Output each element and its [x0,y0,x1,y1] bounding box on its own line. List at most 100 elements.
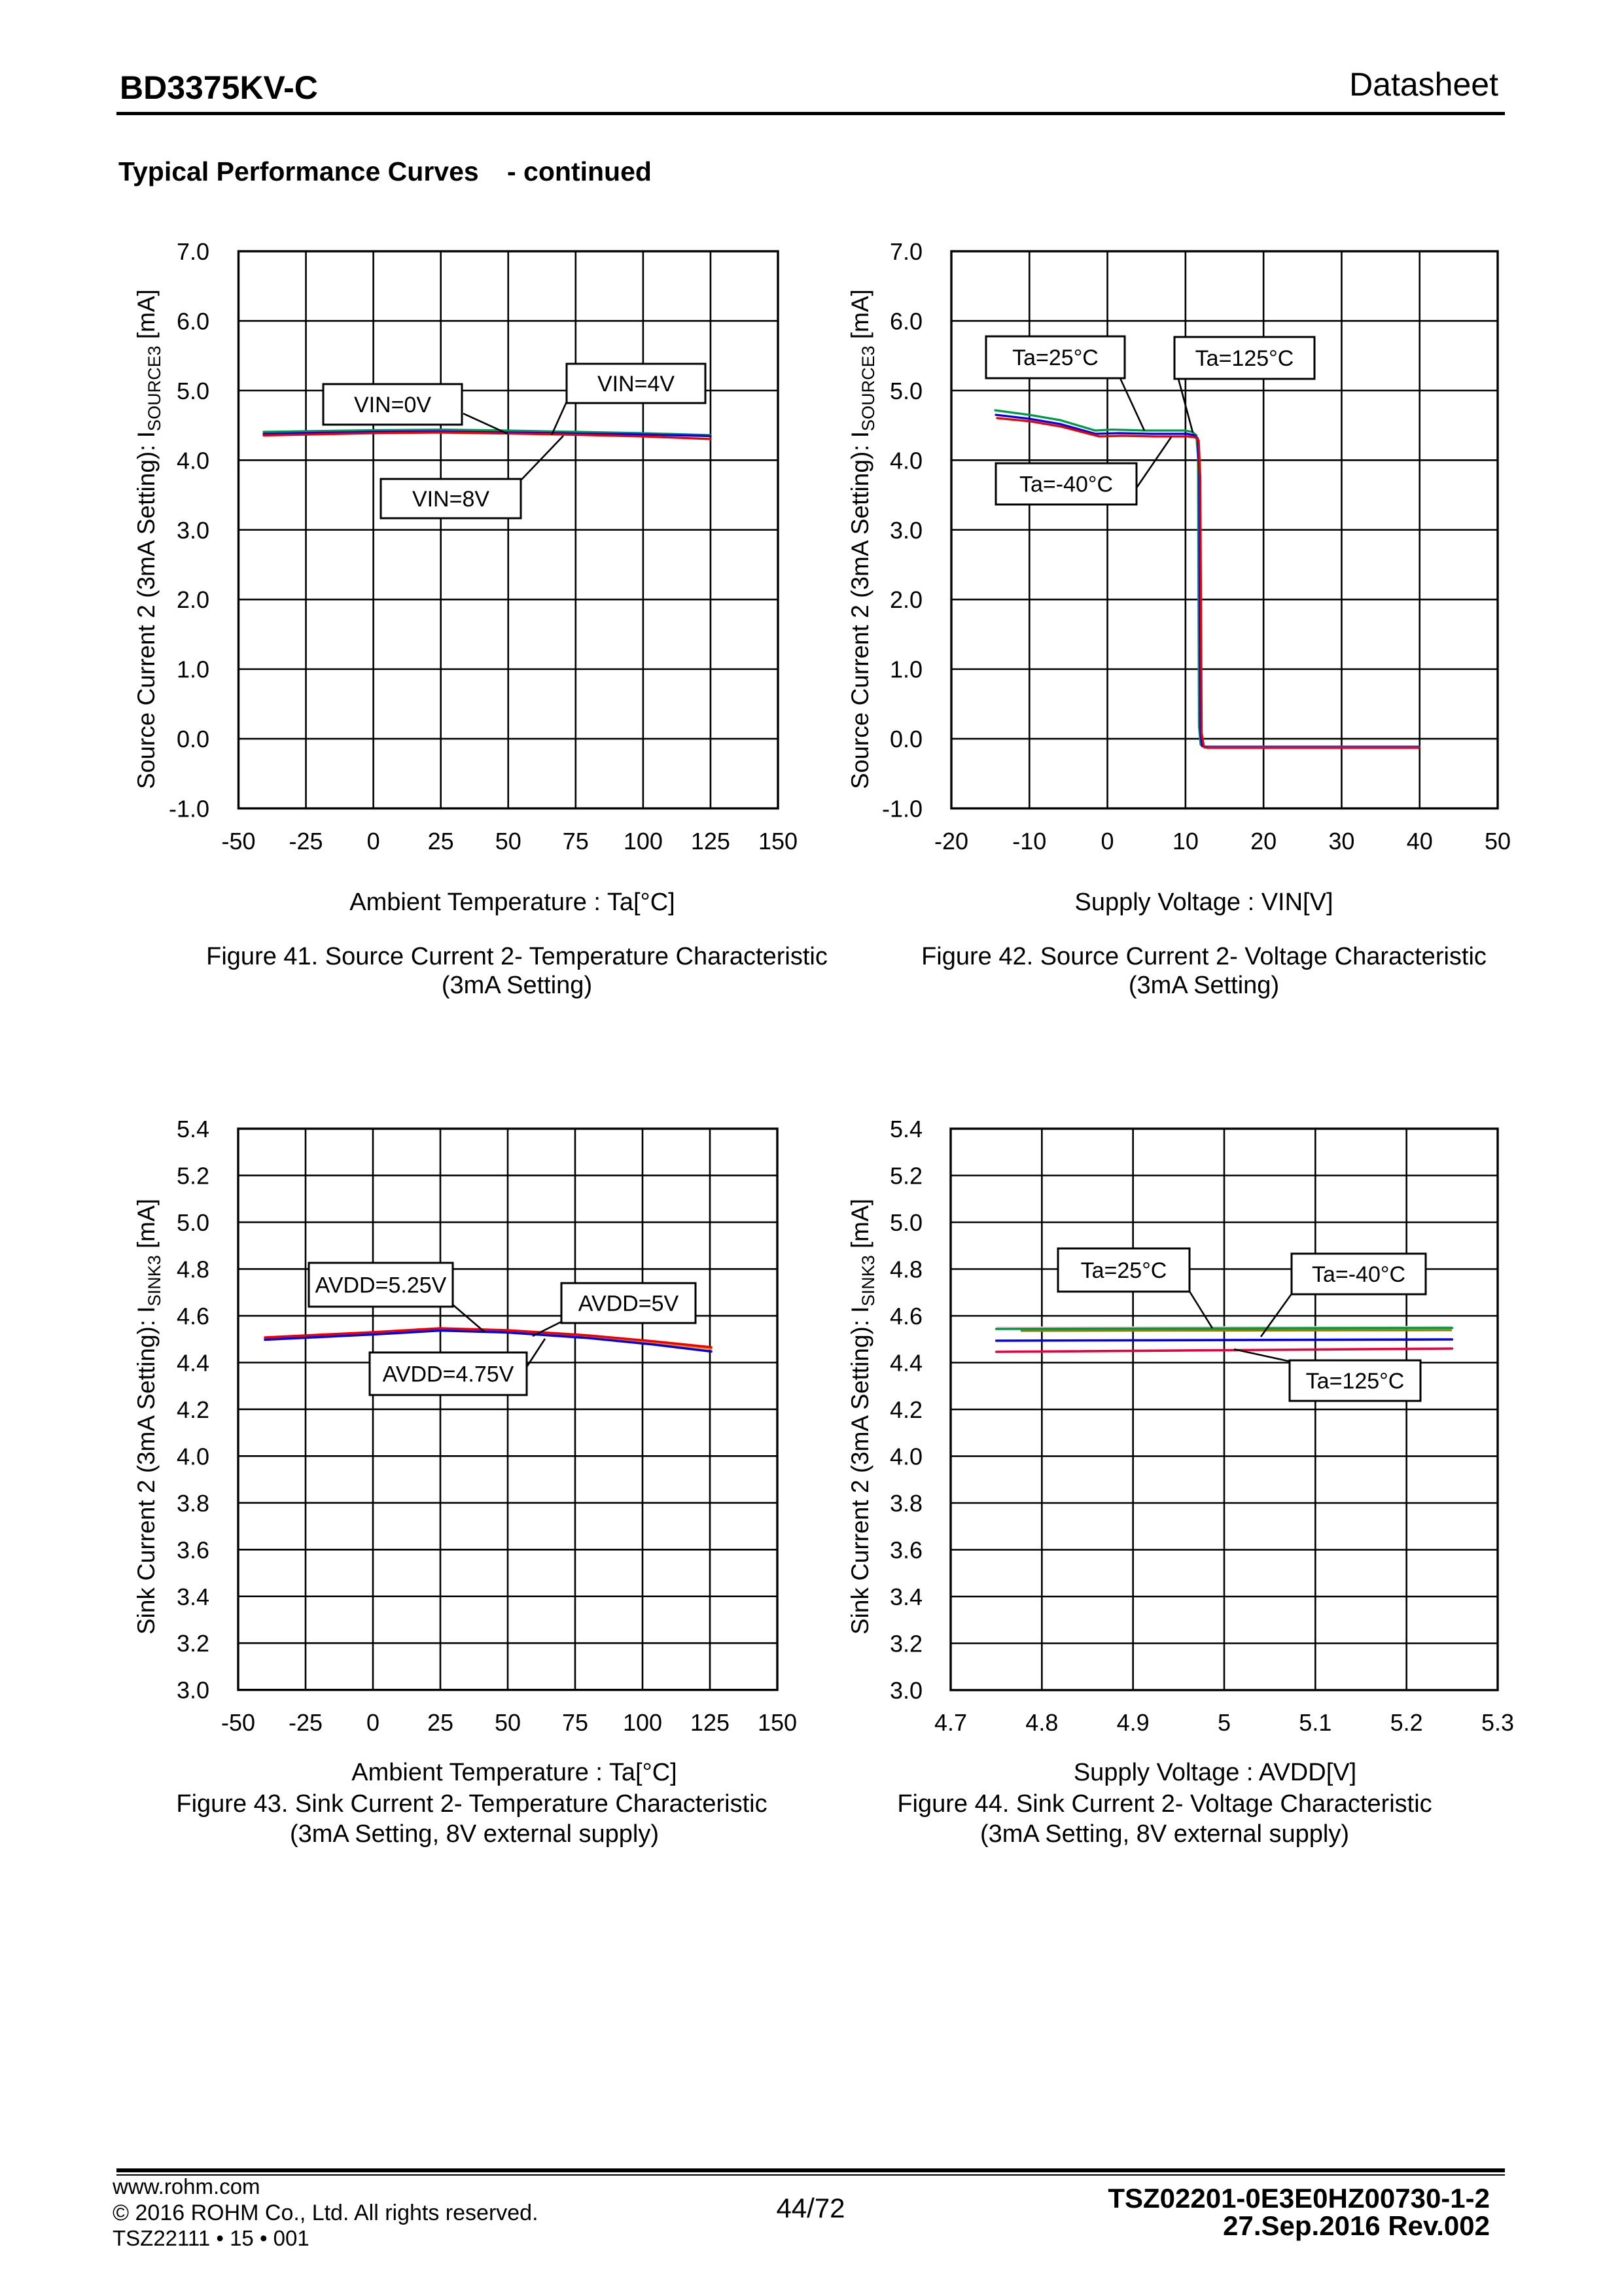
svg-text:10: 10 [1172,828,1199,855]
svg-text:Figure 43. Sink Current 2- Tem: Figure 43. Sink Current 2- Temperature C… [176,1790,767,1818]
svg-text:0: 0 [1101,828,1114,855]
svg-text:3.2: 3.2 [177,1630,209,1657]
svg-text:150: 150 [758,1709,797,1736]
svg-text:4.7: 4.7 [934,1709,967,1736]
svg-text:4.0: 4.0 [890,447,923,474]
svg-text:4.4: 4.4 [890,1350,923,1377]
svg-text:4.9: 4.9 [1117,1709,1150,1736]
svg-text:TSZ22111 • 15 • 001: TSZ22111 • 15 • 001 [113,2226,309,2250]
svg-text:(3mA Setting, 8V external supp: (3mA Setting, 8V external supply) [290,1820,659,1848]
svg-text:5.0: 5.0 [177,378,209,404]
svg-text:0: 0 [367,828,380,855]
svg-text:50: 50 [495,1709,521,1736]
svg-text:Ta=125°C: Ta=125°C [1195,346,1294,371]
svg-text:7.0: 7.0 [890,238,923,265]
svg-text:2.0: 2.0 [890,586,923,613]
svg-text:5.4: 5.4 [177,1116,209,1142]
svg-text:25: 25 [428,828,454,855]
svg-text:1.0: 1.0 [890,656,923,683]
svg-text:Figure 42. Source Current 2- V: Figure 42. Source Current 2- Voltage Cha… [921,943,1487,970]
svg-text:Ta=25°C: Ta=25°C [1081,1258,1167,1283]
svg-text:Sink Current 2 (3mA Setting):: Sink Current 2 (3mA Setting): ISINK3 [mA… [133,1199,164,1634]
svg-text:4.8: 4.8 [1025,1709,1058,1736]
svg-text:www.rohm.com: www.rohm.com [112,2174,260,2199]
svg-text:-20: -20 [934,828,968,855]
svg-text:VIN=8V: VIN=8V [412,487,489,512]
svg-text:- continued: - continued [507,156,652,186]
svg-text:100: 100 [624,828,663,855]
svg-text:5.1: 5.1 [1299,1709,1331,1736]
svg-text:1.0: 1.0 [177,656,209,683]
svg-text:0.0: 0.0 [890,726,923,752]
svg-text:VIN=0V: VIN=0V [354,393,431,417]
svg-text:-25: -25 [289,1709,323,1736]
svg-text:Figure 41. Source Current 2- T: Figure 41. Source Current 2- Temperature… [206,943,828,970]
svg-text:75: 75 [563,828,589,855]
svg-text:5.2: 5.2 [177,1162,209,1189]
svg-text:125: 125 [691,828,730,855]
svg-text:5.4: 5.4 [890,1116,923,1142]
svg-text:0: 0 [366,1709,379,1736]
svg-text:150: 150 [758,828,798,855]
svg-text:Supply Voltage : AVDD[V]: Supply Voltage : AVDD[V] [1074,1759,1356,1786]
svg-text:(3mA Setting, 8V external supp: (3mA Setting, 8V external supply) [980,1820,1349,1848]
svg-text:Supply Voltage : VIN[V]: Supply Voltage : VIN[V] [1074,889,1333,916]
svg-text:5.3: 5.3 [1481,1709,1514,1736]
svg-text:Source Current 2 (3mA Setting): Source Current 2 (3mA Setting): ISOURCE3… [847,289,878,789]
svg-text:5.0: 5.0 [890,378,923,404]
svg-text:125: 125 [690,1709,730,1736]
svg-text:Ta=25°C: Ta=25°C [1012,345,1099,370]
svg-text:0.0: 0.0 [177,726,209,752]
svg-text:50: 50 [495,828,521,855]
svg-text:6.0: 6.0 [890,308,923,334]
svg-text:3.0: 3.0 [177,1677,209,1704]
svg-text:5.0: 5.0 [890,1209,923,1236]
svg-text:Figure 44. Sink Current 2- Vol: Figure 44. Sink Current 2- Voltage Chara… [897,1790,1432,1818]
svg-text:TSZ02201-0E3E0HZ00730-1-2: TSZ02201-0E3E0HZ00730-1-2 [1108,2183,1490,2214]
svg-text:BD3375KV-C: BD3375KV-C [120,69,318,106]
svg-text:4.8: 4.8 [177,1256,209,1282]
svg-text:4.2: 4.2 [177,1396,209,1423]
svg-text:20: 20 [1250,828,1277,855]
svg-text:5.2: 5.2 [1390,1709,1423,1736]
svg-text:2.0: 2.0 [177,586,209,613]
svg-text:27.Sep.2016 Rev.002: 27.Sep.2016 Rev.002 [1223,2210,1490,2241]
svg-text:4.0: 4.0 [890,1443,923,1470]
svg-text:4.0: 4.0 [177,1443,209,1470]
svg-text:25: 25 [427,1709,453,1736]
svg-text:5: 5 [1218,1709,1231,1736]
svg-text:3.4: 3.4 [890,1583,923,1610]
svg-text:3.8: 3.8 [890,1490,923,1517]
svg-text:40: 40 [1407,828,1433,855]
svg-text:Ta=-40°C: Ta=-40°C [1019,472,1113,497]
svg-text:3.6: 3.6 [890,1537,923,1564]
svg-text:Sink Current 2 (3mA Setting):: Sink Current 2 (3mA Setting): ISINK3 [mA… [847,1199,878,1634]
svg-text:Datasheet: Datasheet [1349,66,1498,103]
svg-text:(3mA Setting): (3mA Setting) [1129,972,1279,999]
svg-text:-25: -25 [289,828,323,855]
svg-text:30: 30 [1328,828,1354,855]
svg-text:3.4: 3.4 [177,1583,209,1610]
svg-text:Ta=-40°C: Ta=-40°C [1312,1262,1405,1287]
svg-text:3.2: 3.2 [890,1631,923,1657]
svg-text:(3mA Setting): (3mA Setting) [442,972,592,999]
svg-text:Source Current 2 (3mA Setting): Source Current 2 (3mA Setting): ISOURCE3… [133,289,164,789]
svg-text:4.6: 4.6 [177,1303,209,1330]
svg-text:-1.0: -1.0 [882,796,923,822]
svg-text:7.0: 7.0 [177,238,209,265]
svg-text:50: 50 [1485,828,1511,855]
svg-text:Ambient Temperature : Ta[°C]: Ambient Temperature : Ta[°C] [351,1759,677,1786]
svg-text:4.4: 4.4 [177,1349,209,1376]
svg-text:75: 75 [562,1709,588,1736]
svg-text:3.6: 3.6 [177,1536,209,1563]
svg-text:3.0: 3.0 [177,517,209,544]
svg-text:Ambient Temperature : Ta[°C]: Ambient Temperature : Ta[°C] [349,889,675,916]
svg-text:44/72: 44/72 [776,2193,845,2223]
svg-text:AVDD=4.75V: AVDD=4.75V [383,1362,514,1387]
svg-text:-50: -50 [221,1709,255,1736]
svg-text:© 2016 ROHM Co., Ltd. All righ: © 2016 ROHM Co., Ltd. All rights reserve… [113,2200,538,2225]
svg-text:AVDD=5V: AVDD=5V [578,1292,679,1316]
svg-text:4.2: 4.2 [890,1396,923,1423]
svg-text:5.0: 5.0 [177,1209,209,1236]
svg-text:3.8: 3.8 [177,1490,209,1517]
